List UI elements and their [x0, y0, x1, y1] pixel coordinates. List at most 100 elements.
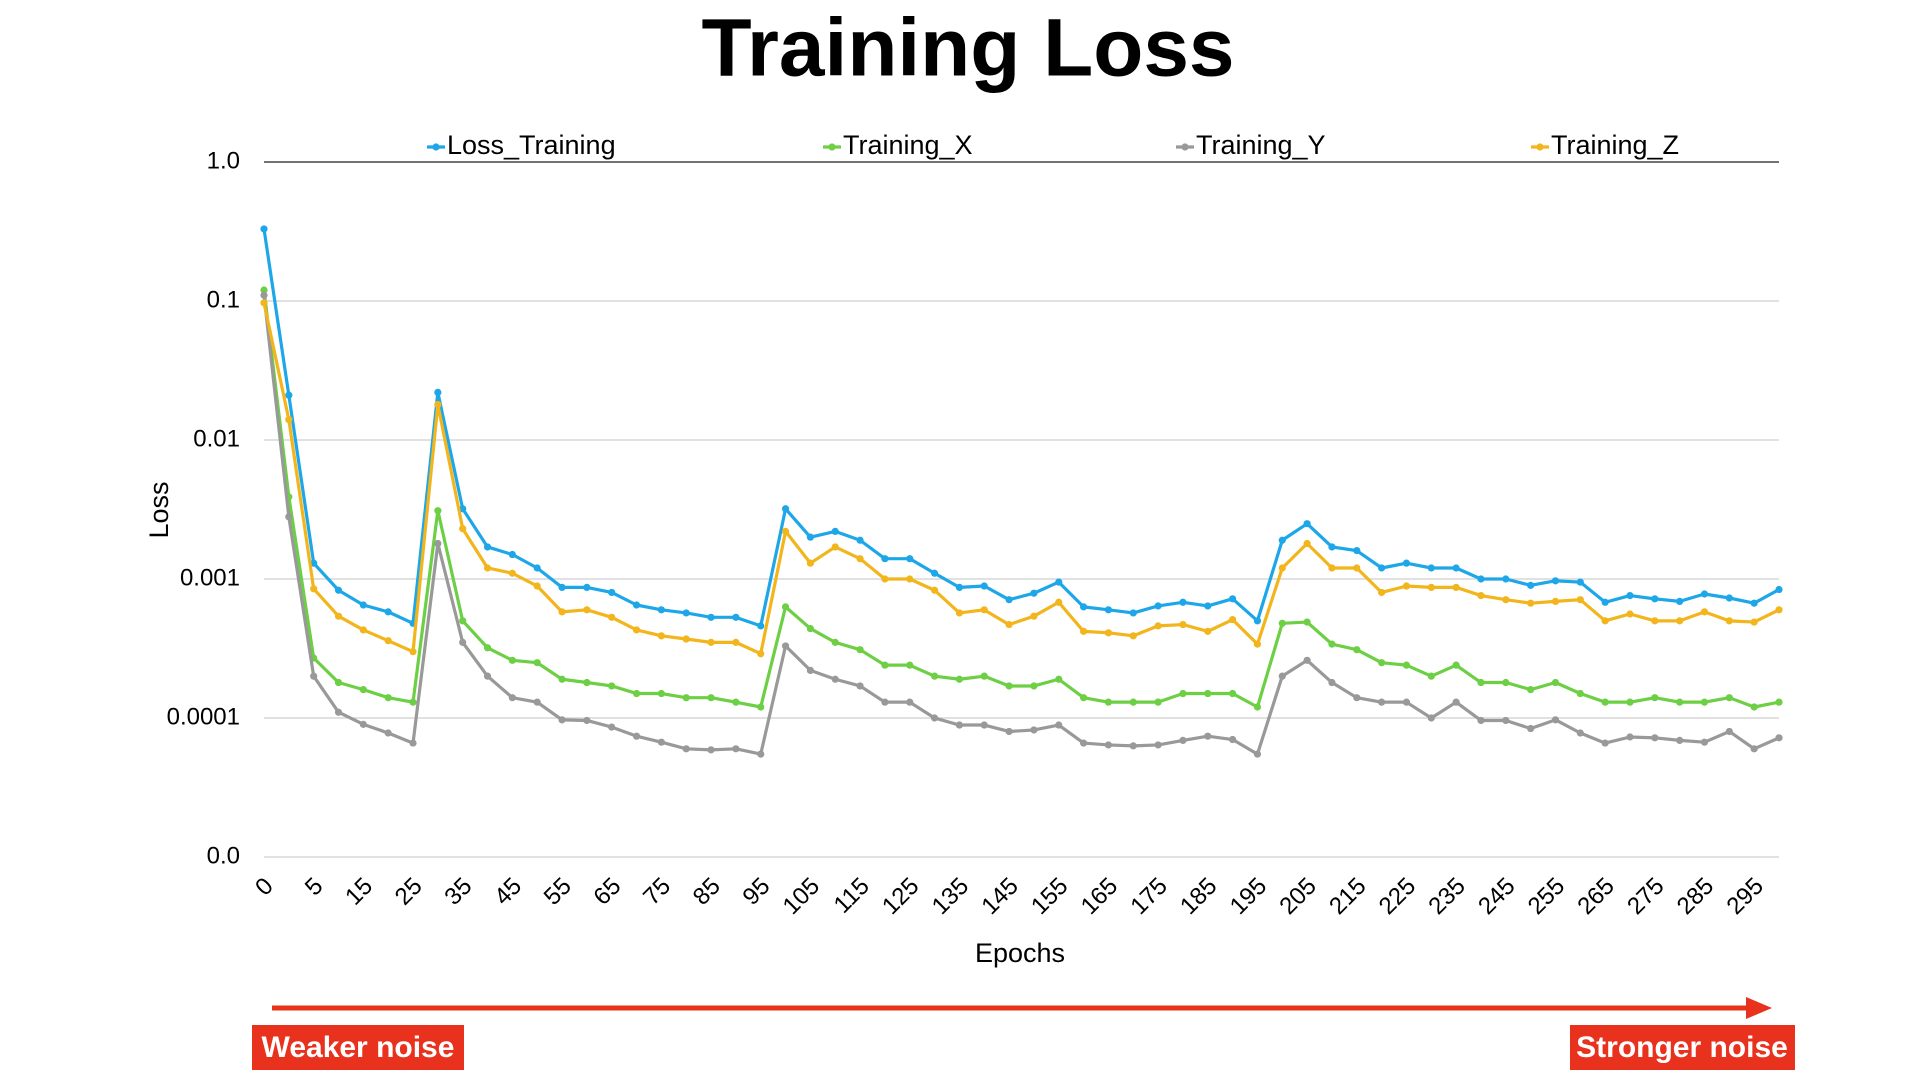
data-point: [682, 635, 690, 643]
x-tick-label: 295: [1721, 873, 1768, 920]
x-tick-label: 15: [340, 873, 378, 911]
data-point: [1154, 602, 1162, 610]
data-point: [1179, 689, 1187, 698]
data-point: [310, 585, 318, 593]
data-point: [930, 714, 939, 722]
data-point: [608, 723, 616, 731]
legend-label: Loss_Training: [447, 130, 616, 160]
data-point: [310, 559, 318, 567]
data-point: [707, 638, 715, 646]
data-point: [285, 391, 293, 399]
series-line: [262, 295, 1780, 756]
y-tick-label: 1.0: [207, 147, 240, 174]
data-point: [508, 569, 516, 577]
data-point: [409, 648, 417, 656]
data-point: [1551, 597, 1560, 605]
data-point: [1502, 596, 1510, 604]
data-point: [906, 575, 914, 583]
data-point: [1651, 734, 1659, 742]
y-tick-label: 0.0001: [167, 703, 240, 730]
data-point: [1402, 698, 1411, 706]
data-point: [508, 550, 516, 559]
data-point: [707, 613, 715, 621]
data-point: [707, 694, 715, 702]
data-point: [1551, 678, 1560, 687]
data-point: [1055, 721, 1063, 729]
annotation: Stronger noise: [1576, 1031, 1788, 1064]
data-point: [1154, 622, 1162, 630]
data-point: [334, 586, 343, 594]
data-point: [1700, 738, 1709, 746]
data-point: [533, 564, 541, 572]
data-point: [533, 698, 541, 706]
data-point: [1651, 617, 1659, 625]
data-point: [459, 505, 467, 513]
data-point: [1527, 581, 1535, 589]
data-point: [1328, 678, 1336, 687]
data-point: [1154, 698, 1162, 706]
data-point: [1055, 598, 1063, 606]
x-tick-label: 285: [1672, 873, 1719, 920]
data-point: [483, 644, 492, 652]
data-point: [682, 694, 690, 702]
data-point: [384, 694, 392, 702]
data-point: [260, 299, 268, 307]
data-point: [1378, 588, 1386, 597]
x-tick-label: 255: [1523, 873, 1570, 920]
data-point: [558, 716, 566, 724]
data-point: [1030, 726, 1038, 734]
data-point: [781, 527, 790, 536]
data-point: [1626, 610, 1634, 618]
x-tick-label: 5: [300, 873, 329, 902]
data-point: [260, 225, 268, 233]
x-tick-label: 265: [1572, 873, 1619, 920]
data-point: [955, 721, 964, 729]
data-point: [1030, 589, 1038, 597]
data-point: [632, 601, 641, 609]
data-point: [781, 642, 790, 650]
data-point: [980, 582, 988, 590]
data-point: [757, 622, 765, 630]
data-point: [732, 698, 740, 706]
data-point: [1576, 578, 1584, 586]
data-point: [1402, 661, 1411, 669]
data-point: [781, 505, 790, 513]
data-point: [1725, 694, 1733, 702]
data-point: [434, 388, 442, 397]
data-point: [483, 564, 492, 572]
data-point: [1626, 698, 1634, 706]
data-point: [732, 638, 740, 646]
data-point: [1576, 689, 1584, 698]
data-point: [1502, 716, 1510, 725]
data-point: [881, 555, 889, 563]
data-point: [260, 286, 268, 294]
x-tick-label: 25: [390, 873, 428, 911]
data-point: [1079, 603, 1088, 611]
data-point: [1651, 595, 1659, 603]
data-point: [1527, 724, 1535, 733]
data-point: [1229, 735, 1237, 744]
data-point: [1129, 632, 1137, 640]
x-tick-label: 95: [737, 873, 775, 911]
x-tick-label: 165: [1076, 873, 1123, 920]
data-point: [1750, 745, 1758, 753]
data-point: [483, 543, 492, 551]
data-point: [806, 666, 814, 675]
data-point: [608, 682, 616, 690]
data-point: [1104, 606, 1113, 614]
data-point: [881, 575, 889, 583]
data-point: [1452, 583, 1460, 592]
data-point: [1204, 602, 1212, 610]
data-point: [632, 732, 641, 740]
data-point: [831, 638, 839, 646]
data-point: [1775, 585, 1783, 594]
data-point: [384, 637, 392, 645]
data-point: [384, 729, 392, 737]
data-point: [1229, 689, 1237, 698]
data-point: [781, 603, 790, 611]
x-tick-label: 105: [778, 873, 825, 920]
data-point: [1626, 733, 1634, 741]
data-point: [1328, 640, 1336, 648]
data-point: [359, 720, 367, 728]
